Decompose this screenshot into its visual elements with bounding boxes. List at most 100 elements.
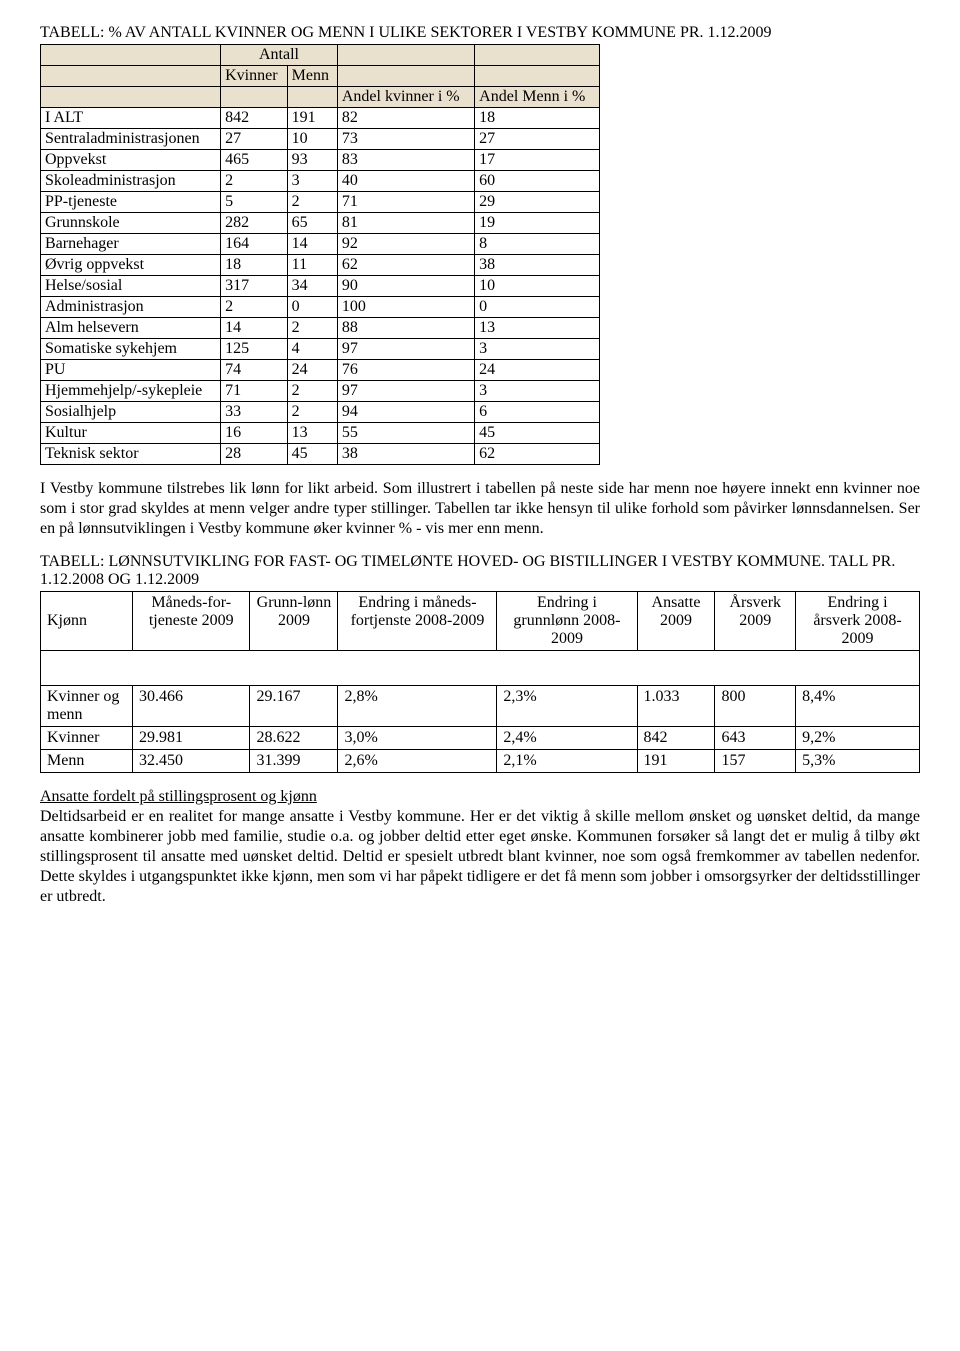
row-kvinner: 33 bbox=[221, 402, 288, 423]
table-row: Teknisk sektor28453862 bbox=[41, 444, 600, 465]
row-ansatte: 191 bbox=[637, 750, 715, 773]
table-row: Alm helsevern1428813 bbox=[41, 318, 600, 339]
row-menn: 2 bbox=[287, 381, 337, 402]
row-egrunn: 2,4% bbox=[497, 727, 637, 750]
table-row: Barnehager16414928 bbox=[41, 234, 600, 255]
row-kvinner: 2 bbox=[221, 171, 288, 192]
row-menn: 34 bbox=[287, 276, 337, 297]
table1-header-andel-menn: Andel Menn i % bbox=[475, 87, 600, 108]
row-kvinner: 74 bbox=[221, 360, 288, 381]
table2-header-mft: Måneds-for-tjeneste 2009 bbox=[133, 592, 250, 651]
row-label: Administrasjon bbox=[41, 297, 221, 318]
table-row: Hjemmehjelp/-sykepleie712973 bbox=[41, 381, 600, 402]
table2-title: TABELL: LØNNSUTVIKLING FOR FAST- OG TIME… bbox=[40, 553, 920, 589]
row-kvinner: 2 bbox=[221, 297, 288, 318]
row-andel-kvinner: 76 bbox=[337, 360, 474, 381]
row-arsverk: 643 bbox=[715, 727, 796, 750]
table1-blank-cell bbox=[287, 87, 337, 108]
table2-header-kjonn: Kjønn bbox=[41, 592, 133, 651]
table1: Antall Kvinner Menn Andel kvinner i % An… bbox=[40, 44, 600, 465]
row-grunn: 29.167 bbox=[250, 686, 338, 727]
row-andel-kvinner: 94 bbox=[337, 402, 474, 423]
row-label: Teknisk sektor bbox=[41, 444, 221, 465]
row-andel-kvinner: 100 bbox=[337, 297, 474, 318]
table2-header-arsverk: Årsverk 2009 bbox=[715, 592, 796, 651]
row-andel-menn: 24 bbox=[475, 360, 600, 381]
row-kvinner: 18 bbox=[221, 255, 288, 276]
row-label: Øvrig oppvekst bbox=[41, 255, 221, 276]
row-label: Hjemmehjelp/-sykepleie bbox=[41, 381, 221, 402]
row-mft: 29.981 bbox=[133, 727, 250, 750]
row-andel-menn: 19 bbox=[475, 213, 600, 234]
table1-blank-cell bbox=[221, 87, 288, 108]
table2-header-emft: Endring i måneds-fortjenste 2008-2009 bbox=[338, 592, 497, 651]
row-label: Oppvekst bbox=[41, 150, 221, 171]
row-andel-kvinner: 92 bbox=[337, 234, 474, 255]
row-andel-kvinner: 55 bbox=[337, 423, 474, 444]
table1-blank-cell bbox=[41, 66, 221, 87]
row-kvinner: 282 bbox=[221, 213, 288, 234]
section-2: Ansatte fordelt på stillingsprosent og k… bbox=[40, 787, 920, 907]
row-earsverk: 9,2% bbox=[796, 727, 920, 750]
row-menn: 191 bbox=[287, 108, 337, 129]
row-andel-menn: 27 bbox=[475, 129, 600, 150]
row-label: I ALT bbox=[41, 108, 221, 129]
row-label: Somatiske sykehjem bbox=[41, 339, 221, 360]
row-kvinner: 164 bbox=[221, 234, 288, 255]
row-andel-kvinner: 82 bbox=[337, 108, 474, 129]
table1-blank-cell bbox=[337, 45, 474, 66]
row-andel-menn: 29 bbox=[475, 192, 600, 213]
row-label: Kvinner og menn bbox=[41, 686, 133, 727]
row-menn: 93 bbox=[287, 150, 337, 171]
table-row: Kvinner og menn30.46629.1672,8%2,3%1.033… bbox=[41, 686, 920, 727]
row-andel-kvinner: 81 bbox=[337, 213, 474, 234]
row-label: Alm helsevern bbox=[41, 318, 221, 339]
table-row: PU74247624 bbox=[41, 360, 600, 381]
row-andel-menn: 45 bbox=[475, 423, 600, 444]
table2-header-grunn: Grunn-lønn 2009 bbox=[250, 592, 338, 651]
table-row: Sosialhjelp332946 bbox=[41, 402, 600, 423]
row-andel-kvinner: 40 bbox=[337, 171, 474, 192]
paragraph-1: I Vestby kommune tilstrebes lik lønn for… bbox=[40, 479, 920, 539]
row-menn: 10 bbox=[287, 129, 337, 150]
row-egrunn: 2,3% bbox=[497, 686, 637, 727]
row-andel-menn: 0 bbox=[475, 297, 600, 318]
row-menn: 11 bbox=[287, 255, 337, 276]
row-grunn: 31.399 bbox=[250, 750, 338, 773]
heading-2: Ansatte fordelt på stillingsprosent og k… bbox=[40, 788, 317, 805]
table-row: Øvrig oppvekst18116238 bbox=[41, 255, 600, 276]
row-andel-kvinner: 73 bbox=[337, 129, 474, 150]
row-arsverk: 157 bbox=[715, 750, 796, 773]
table2: Kjønn Måneds-for-tjeneste 2009 Grunn-løn… bbox=[40, 591, 920, 773]
row-andel-menn: 6 bbox=[475, 402, 600, 423]
row-kvinner: 71 bbox=[221, 381, 288, 402]
row-kvinner: 5 bbox=[221, 192, 288, 213]
row-andel-menn: 8 bbox=[475, 234, 600, 255]
row-menn: 14 bbox=[287, 234, 337, 255]
row-label: PP-tjeneste bbox=[41, 192, 221, 213]
row-ansatte: 1.033 bbox=[637, 686, 715, 727]
row-earsverk: 8,4% bbox=[796, 686, 920, 727]
row-menn: 2 bbox=[287, 402, 337, 423]
row-emft: 2,8% bbox=[338, 686, 497, 727]
row-andel-kvinner: 88 bbox=[337, 318, 474, 339]
row-earsverk: 5,3% bbox=[796, 750, 920, 773]
row-menn: 45 bbox=[287, 444, 337, 465]
row-arsverk: 800 bbox=[715, 686, 796, 727]
row-andel-menn: 3 bbox=[475, 339, 600, 360]
table2-spacer bbox=[41, 651, 920, 686]
row-label: Kvinner bbox=[41, 727, 133, 750]
table-row: Skoleadministrasjon234060 bbox=[41, 171, 600, 192]
row-andel-menn: 62 bbox=[475, 444, 600, 465]
row-menn: 4 bbox=[287, 339, 337, 360]
table-row: PP-tjeneste527129 bbox=[41, 192, 600, 213]
row-andel-menn: 17 bbox=[475, 150, 600, 171]
row-emft: 3,0% bbox=[338, 727, 497, 750]
row-andel-menn: 3 bbox=[475, 381, 600, 402]
table1-blank-cell bbox=[475, 66, 600, 87]
table-row: Grunnskole282658119 bbox=[41, 213, 600, 234]
table-row: Helse/sosial317349010 bbox=[41, 276, 600, 297]
row-menn: 2 bbox=[287, 318, 337, 339]
row-andel-kvinner: 62 bbox=[337, 255, 474, 276]
row-andel-kvinner: 83 bbox=[337, 150, 474, 171]
